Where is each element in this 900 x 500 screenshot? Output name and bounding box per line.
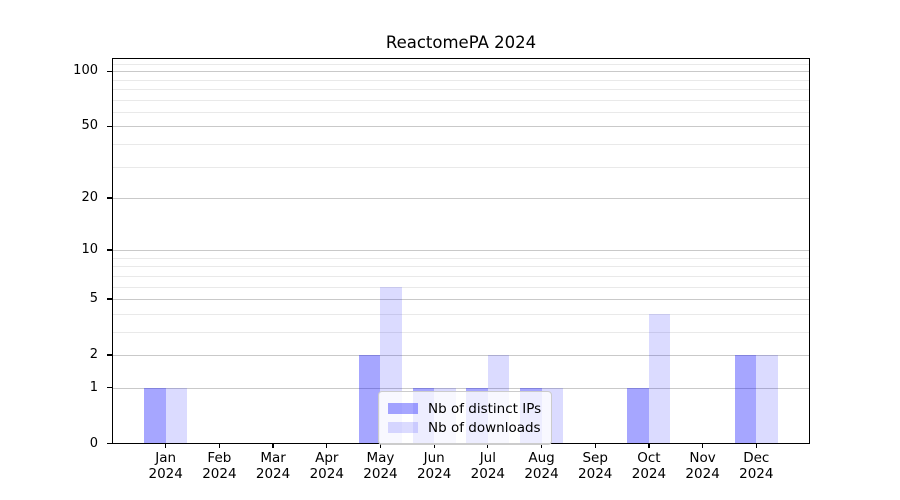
legend-swatch-downloads xyxy=(388,422,418,433)
x-tick-label: Oct 2024 xyxy=(631,450,667,482)
y-tick-label: 20 xyxy=(81,189,98,205)
y-tick-label: 1 xyxy=(89,379,98,395)
y-tick-mark xyxy=(107,249,112,251)
x-tick-label: Jun 2024 xyxy=(416,450,452,482)
y-tick-mark xyxy=(107,125,112,127)
x-tick-mark xyxy=(272,443,274,448)
x-tick-label: Aug 2024 xyxy=(524,450,559,482)
x-tick-mark xyxy=(218,443,221,448)
gridline-minor xyxy=(112,89,810,91)
y-tick-label: 2 xyxy=(89,346,98,362)
plot-area xyxy=(112,58,810,444)
y-tick-mark xyxy=(107,442,112,445)
x-tick-label: Nov 2024 xyxy=(685,450,720,482)
y-tick-label: 0 xyxy=(89,435,98,451)
y-tick-mark xyxy=(107,386,112,389)
x-tick-mark xyxy=(326,443,328,448)
x-tick-mark xyxy=(701,443,704,448)
y-tick-label: 10 xyxy=(81,242,98,258)
x-tick-mark xyxy=(379,443,382,448)
legend-label-distinct-ips: Nb of distinct IPs xyxy=(428,400,542,417)
x-tick-label: Feb 2024 xyxy=(202,450,237,482)
legend-label-downloads: Nb of downloads xyxy=(428,419,541,436)
bar-downloads-oct xyxy=(648,313,671,444)
gridline-minor xyxy=(112,143,810,145)
x-tick-mark xyxy=(433,443,435,448)
legend: Nb of distinct IPs Nb of downloads xyxy=(378,391,553,445)
gridline-minor xyxy=(112,331,810,333)
gridline-minor xyxy=(112,111,810,113)
x-tick-mark xyxy=(648,443,650,448)
bar-downloads-dec xyxy=(756,354,778,444)
y-tick-mark xyxy=(107,70,112,72)
gridline-minor xyxy=(112,166,810,168)
bar-distinct-ips-oct xyxy=(627,387,649,444)
chart-title: ReactomePA 2024 xyxy=(385,33,537,52)
y-tick-mark xyxy=(107,197,112,199)
y-tick-mark xyxy=(107,354,112,356)
x-tick-mark xyxy=(755,443,757,448)
gridline-minor xyxy=(112,63,810,65)
gridline-major xyxy=(112,298,810,300)
x-tick-label: Sep 2024 xyxy=(578,450,613,482)
x-tick-label: May 2024 xyxy=(363,450,398,482)
x-tick-mark xyxy=(540,443,543,448)
x-tick-mark xyxy=(487,443,489,448)
gridline-minor xyxy=(112,313,810,315)
gridline-major xyxy=(112,387,810,389)
gridline-minor xyxy=(112,99,810,101)
bar-distinct-ips-dec xyxy=(734,354,757,444)
x-tick-label: Jan 2024 xyxy=(148,450,183,482)
gridline-major xyxy=(112,71,810,73)
gridline-minor xyxy=(112,257,810,259)
x-tick-mark xyxy=(594,443,596,448)
x-tick-label: Jul 2024 xyxy=(470,450,506,482)
y-tick-label: 50 xyxy=(81,118,98,134)
y-tick-mark xyxy=(107,298,112,300)
x-tick-label: Apr 2024 xyxy=(309,450,344,482)
gridline-minor xyxy=(112,266,810,268)
legend-item-downloads: Nb of downloads xyxy=(388,419,541,436)
gridline-major xyxy=(112,197,810,199)
x-tick-label: Dec 2024 xyxy=(739,450,774,482)
gridline-minor xyxy=(112,275,810,277)
gridline-minor xyxy=(112,286,810,288)
y-tick-label: 5 xyxy=(89,290,98,306)
y-tick-label: 100 xyxy=(73,63,98,79)
legend-swatch-distinct-ips xyxy=(388,403,418,414)
bar-downloads-jan xyxy=(165,387,188,444)
legend-item-distinct-ips: Nb of distinct IPs xyxy=(388,400,541,417)
gridline-major xyxy=(112,354,810,356)
gridline-major xyxy=(112,250,810,252)
gridline-minor xyxy=(112,79,810,81)
bar-distinct-ips-may xyxy=(358,354,381,444)
x-tick-label: Mar 2024 xyxy=(255,450,291,482)
x-tick-mark xyxy=(165,443,167,448)
bar-distinct-ips-jan xyxy=(144,387,166,444)
gridline-major xyxy=(112,126,810,128)
